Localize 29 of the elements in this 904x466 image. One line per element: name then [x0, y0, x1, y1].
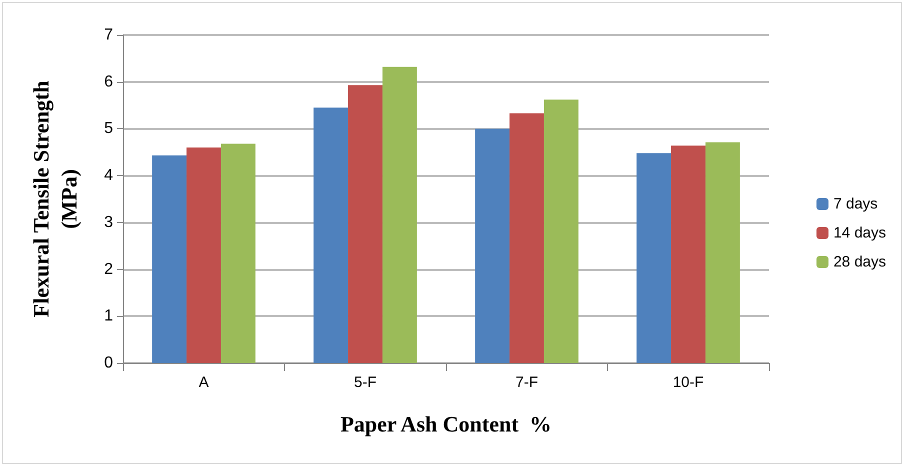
x-axis-title: Paper Ash Content %: [340, 412, 552, 436]
legend-label: 7 days: [833, 196, 878, 212]
y-tick-label: 7: [104, 26, 114, 44]
y-tick-label: 1: [104, 308, 114, 325]
x-tick-label: 5-F: [354, 374, 376, 391]
bar: [544, 100, 578, 363]
y-axis-title: Flexural Tensile Strength (MPa): [28, 80, 82, 318]
bar: [152, 155, 187, 363]
bar: [220, 144, 256, 363]
y-tick-label: 0: [104, 354, 114, 372]
y-tick-label: 2: [104, 260, 114, 278]
x-tick-label: A: [198, 374, 209, 391]
bar: [382, 66, 417, 363]
y-tick-label: 4: [104, 167, 114, 184]
bar: [314, 108, 348, 363]
y-tick-label: 5: [104, 120, 114, 138]
y-tick-label: 6: [104, 73, 114, 90]
x-tick-label: 10-F: [672, 374, 704, 391]
bar: [636, 153, 672, 363]
bar: [348, 85, 382, 363]
bar: [186, 147, 221, 363]
x-tick-label: 7-F: [516, 374, 538, 391]
bar: [510, 113, 544, 363]
bar: [705, 142, 740, 363]
legend-label: 14 days: [833, 224, 886, 242]
legend-label: 28 days: [833, 254, 886, 270]
bar: [475, 128, 510, 363]
bar: [671, 146, 706, 363]
y-tick-label: 3: [104, 214, 114, 231]
